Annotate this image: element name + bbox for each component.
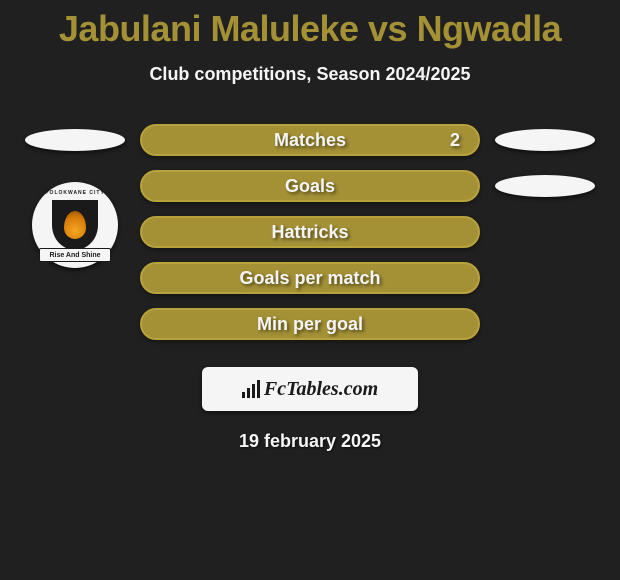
stat-bar-mpg: Min per goal <box>140 308 480 340</box>
brand-text: FcTables.com <box>264 378 378 401</box>
stat-row-matches: Matches 2 <box>0 117 620 163</box>
page-title: Jabulani Maluleke vs Ngwadla <box>0 0 620 50</box>
stats-area: Matches 2 POLOKWANE CITY Rise And Shine … <box>0 117 620 347</box>
stat-row-goals: POLOKWANE CITY Rise And Shine Goals <box>0 163 620 209</box>
player-marker-left <box>25 129 125 151</box>
stat-bar-gpm: Goals per match <box>140 262 480 294</box>
right-side-0 <box>490 129 600 151</box>
right-side-1 <box>490 175 600 197</box>
flame-icon <box>64 211 86 239</box>
club-banner: Rise And Shine <box>39 248 111 262</box>
footer-date: 19 february 2025 <box>0 431 620 452</box>
club-badge-left: POLOKWANE CITY Rise And Shine <box>32 182 118 268</box>
stat-label: Goals <box>285 176 335 197</box>
player-marker-right <box>495 129 595 151</box>
left-side-0 <box>20 129 130 151</box>
stat-bar-matches: Matches 2 <box>140 124 480 156</box>
stat-row-mpg: Min per goal <box>0 301 620 347</box>
page-subtitle: Club competitions, Season 2024/2025 <box>0 64 620 85</box>
stat-bar-goals: Goals <box>140 170 480 202</box>
stat-label: Goals per match <box>239 268 380 289</box>
player-marker-right <box>495 175 595 197</box>
stat-value: 2 <box>450 130 460 151</box>
stat-label: Matches <box>274 130 346 151</box>
stat-label: Min per goal <box>257 314 363 335</box>
fctables-brand[interactable]: FcTables.com <box>202 367 418 411</box>
stat-bar-hattricks: Hattricks <box>140 216 480 248</box>
club-shield <box>52 200 98 250</box>
stat-label: Hattricks <box>271 222 348 243</box>
bars-icon <box>242 380 260 398</box>
club-top-label: POLOKWANE CITY <box>45 190 105 196</box>
